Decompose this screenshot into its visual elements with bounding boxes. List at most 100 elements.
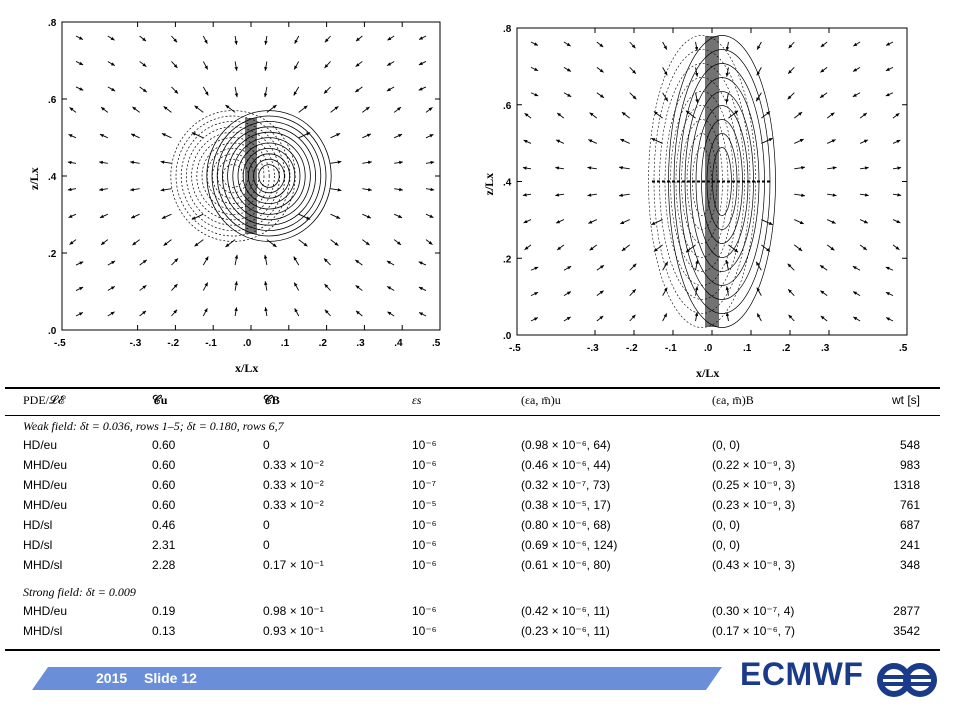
results-table: PDE/𝓛𝓔 𝒞u 𝒞B εs (εa, m̄)u (εa, m̄)B wt […	[5, 387, 940, 652]
arrow-head	[587, 193, 592, 197]
arrow-head	[756, 261, 760, 266]
arrow-head	[303, 242, 308, 247]
arrow-head	[79, 287, 84, 291]
arrow-head	[886, 317, 891, 321]
x-tick-label: -.3	[587, 343, 599, 354]
arrow-head	[663, 287, 668, 292]
arrow-head	[864, 193, 869, 197]
table-cell: HD/sl	[23, 518, 53, 532]
left-plot-svg: .0 .2 .4 .6 .8 -.5 -.3 -.2 -.1 .0 .1 .2 .3 .4 .5 x/Lx z/…	[27, 18, 441, 375]
table-cell: (0.22 × 10⁻⁹, 3)	[712, 458, 796, 472]
arrow-head	[588, 220, 593, 224]
arrow-head	[632, 289, 636, 294]
table-cell: MHD/eu	[23, 498, 68, 512]
table-cell: (0.38 × 10⁻⁵, 17)	[521, 498, 611, 512]
arrow-head	[852, 93, 857, 97]
arrow-head	[897, 193, 902, 197]
y-tick-label: .6	[503, 101, 512, 112]
arrow-head	[355, 63, 360, 67]
arrow-head	[430, 187, 435, 192]
arrow-head	[831, 220, 836, 224]
table-cell: 0.60	[152, 498, 176, 512]
arrow-head	[663, 313, 667, 318]
table-header: PDE/𝓛𝓔 𝒞u 𝒞B εs (εa, m̄)u (εa, m̄)B wt […	[5, 393, 940, 413]
arrow-head	[336, 133, 341, 137]
arrow-head	[234, 281, 238, 286]
arrow-head	[99, 187, 103, 192]
arrow-head	[685, 110, 690, 115]
arrow-head	[429, 134, 434, 138]
arrow-head	[725, 72, 730, 77]
x-tick-label: -.5	[54, 338, 66, 349]
arrow-head	[599, 315, 604, 320]
arrow-head	[387, 62, 392, 66]
arrow-head	[419, 312, 424, 316]
arrow-head	[69, 107, 74, 111]
table-row: HD/sl 2.31 0 10⁻⁶ (0.69 × 10⁻⁶, 124) (0, 0) 24…	[5, 538, 940, 558]
arrow-head	[101, 107, 105, 111]
table-top-rule	[5, 387, 940, 389]
arrow-head	[862, 112, 867, 117]
table-cell: (0, 0)	[712, 538, 741, 552]
arrow-head	[820, 290, 825, 295]
arrow-head	[734, 110, 739, 115]
arrow-head	[557, 112, 562, 117]
arrow-head	[293, 91, 298, 96]
arrow-head	[272, 243, 277, 247]
arrow-head	[820, 68, 825, 73]
left-plot: .0 .2 .4 .6 .8 -.5 -.3 -.2 -.1 .0 .1 .2 .3 .4 .5 x/Lx z/…	[0, 0, 470, 380]
footer-year: 2015	[96, 670, 128, 686]
arrow-head	[524, 246, 529, 250]
arrow-head	[173, 309, 178, 314]
table-header-rule	[5, 415, 940, 416]
table-cell: HD/eu	[23, 438, 58, 452]
x-tick-label: .0	[243, 338, 252, 349]
table-cell: 2.31	[152, 538, 176, 552]
arrow-head	[387, 311, 392, 316]
table-cell: HD/sl	[23, 538, 53, 552]
arrow-head	[204, 91, 209, 96]
arrow-head	[556, 139, 561, 143]
arrow-head	[651, 138, 656, 142]
x-tick-label: .3	[356, 338, 365, 349]
arrow-head	[324, 64, 329, 68]
arrow-head	[68, 214, 73, 218]
arrow-head	[557, 246, 562, 251]
table-cell: 0	[263, 518, 270, 532]
table-cell: (0, 0)	[712, 518, 741, 532]
contour-line	[211, 115, 327, 237]
arrow-head	[79, 87, 84, 91]
arrow-head	[365, 241, 370, 246]
contour-line-dashed	[648, 35, 756, 328]
table-cell: 10⁻⁶	[412, 438, 437, 452]
table-cell: 761	[899, 498, 920, 512]
arrow-head	[398, 134, 403, 138]
arrow-head	[885, 266, 890, 271]
table-cell: (0.17 × 10⁻⁶, 7)	[712, 624, 795, 638]
arrow-head	[386, 260, 391, 265]
header-pde: PDE/𝓛𝓔	[23, 393, 65, 407]
arrow-head	[355, 285, 360, 289]
table-row: MHD/eu 0.19 0.98 × 10⁻¹ 10⁻⁶ (0.42 × 10⁻⁶, 1…	[5, 604, 940, 624]
arrow-head	[294, 308, 298, 313]
arrow-head	[303, 105, 308, 110]
table-cell: 10⁻⁵	[412, 498, 437, 512]
arrow-head	[142, 310, 147, 315]
arrow-head	[428, 241, 433, 245]
arrow-head	[853, 291, 858, 295]
arrow-head	[367, 160, 372, 165]
arrow-head	[897, 166, 902, 170]
table-cell: 10⁻⁶	[412, 624, 437, 638]
table-row: HD/sl 0.46 0 10⁻⁶ (0.80 × 10⁻⁶, 68) (0, 0) 687	[5, 518, 940, 538]
arrow-head	[294, 282, 298, 287]
table-row: HD/eu 0.60 0 10⁻⁶ (0.98 × 10⁻⁶, 64) (0, 0) 548	[5, 438, 940, 458]
x-tick-label: .1	[743, 343, 752, 354]
arrow-head	[130, 187, 135, 192]
x-tick-label: -.3	[130, 338, 142, 349]
arrow-head	[111, 260, 116, 265]
arrow-head	[694, 312, 699, 317]
x-axis-label: x/Lx	[235, 361, 258, 375]
arrow-head	[334, 106, 339, 110]
arrow-head	[132, 106, 137, 111]
x-tick-label: .5	[899, 343, 908, 354]
